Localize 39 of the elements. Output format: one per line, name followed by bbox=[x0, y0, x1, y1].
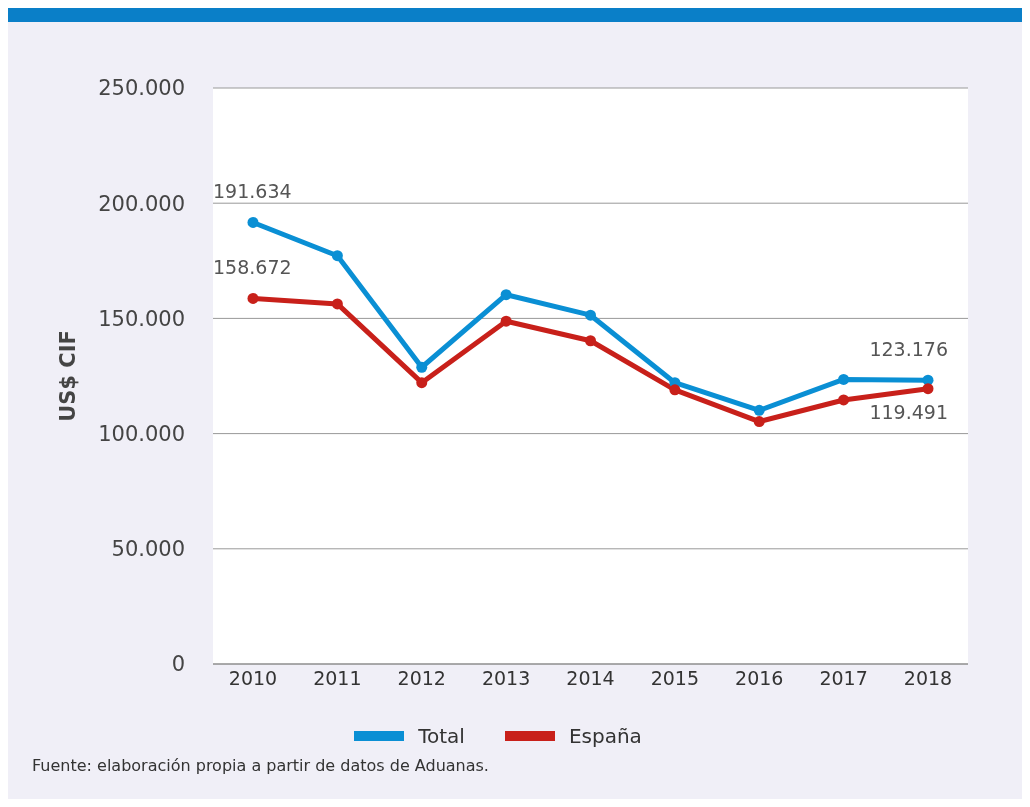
point bbox=[838, 373, 850, 385]
point bbox=[500, 315, 512, 327]
point bbox=[331, 250, 343, 262]
x-tick-label: 2010 bbox=[228, 667, 278, 690]
point bbox=[247, 292, 259, 304]
x-tick-label: 2014 bbox=[566, 667, 615, 690]
data-label: 119.491 bbox=[869, 400, 948, 423]
point bbox=[669, 384, 681, 396]
x-tick-label: 2013 bbox=[481, 667, 531, 690]
point bbox=[753, 404, 765, 416]
legend-label: España bbox=[568, 724, 642, 748]
point bbox=[753, 416, 765, 428]
y-tick-label: 100.000 bbox=[98, 422, 185, 447]
point bbox=[922, 383, 934, 395]
point bbox=[585, 335, 596, 347]
source-note: Fuente: elaboración propia a partir de datos de Aduanas. bbox=[32, 756, 489, 775]
legend-label: Total bbox=[418, 724, 465, 748]
x-tick-label: 2011 bbox=[313, 667, 362, 690]
data-label: 191.634 bbox=[213, 180, 292, 203]
point bbox=[247, 216, 259, 228]
y-axis-title: US$ CIF bbox=[56, 330, 81, 422]
point bbox=[838, 394, 850, 406]
data-label: 123.176 bbox=[869, 338, 948, 361]
y-tick-label: 50.000 bbox=[111, 537, 185, 562]
y-tick-label: 0 bbox=[171, 652, 185, 677]
y-tick-label: 250.000 bbox=[98, 76, 185, 101]
point bbox=[500, 289, 512, 301]
point bbox=[416, 361, 428, 373]
x-tick-label: 2017 bbox=[819, 667, 868, 690]
point bbox=[585, 309, 596, 321]
y-tick-label: 200.000 bbox=[98, 191, 185, 216]
x-tick-label: 2015 bbox=[650, 667, 700, 690]
x-tick-label: 2012 bbox=[397, 667, 446, 690]
data-label: 158.672 bbox=[213, 256, 292, 279]
x-tick-label: 2016 bbox=[735, 667, 784, 690]
point bbox=[416, 377, 428, 389]
point bbox=[331, 298, 343, 310]
y-tick-label: 150.000 bbox=[98, 306, 185, 331]
x-tick-label: 2018 bbox=[903, 667, 953, 690]
